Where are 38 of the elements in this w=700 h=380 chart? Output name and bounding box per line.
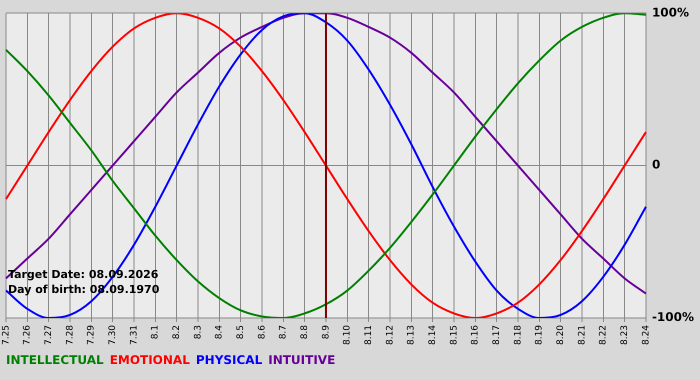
x-tick-label: 8.24 [641,324,652,346]
x-tick-label: 7.28 [65,324,76,346]
x-tick-label: 8.23 [620,324,630,346]
text: INTUITIVE [268,353,336,367]
x-tick-label: 7.31 [129,324,140,346]
x-tick-label: 7.27 [44,324,54,346]
x-tick-label: 8.11 [364,324,374,346]
x-tick-label: 8.7 [278,324,289,340]
x-tick-label: 7.25 [1,324,12,346]
x-tick-label: 8.6 [257,324,268,340]
text: PHYSICAL [196,353,262,367]
x-tick-label: 8.22 [598,324,609,346]
x-tick-label: 8.16 [470,324,481,346]
x-tick-label: 7.26 [22,324,33,346]
x-tick-label: 8.19 [534,324,545,346]
x-tick-label: 8.9 [321,324,332,340]
text: EMOTIONAL [110,353,190,367]
x-tick-label: 8.4 [214,324,225,340]
y-tick-label: 100% [652,5,690,20]
text: INTELLECTUAL [6,353,104,367]
x-tick-label: 8.14 [428,324,438,346]
x-tick-label: 8.13 [406,324,417,346]
x-tick-label: 8.8 [300,324,310,340]
x-tick-label: 8.3 [193,324,204,340]
x-tick-label: 8.1 [150,324,161,340]
x-tick-label: 8.21 [577,324,588,346]
x-tick-label: 8.5 [236,324,246,340]
y-tick-label: -100% [652,310,694,324]
x-tick-label: 8.15 [449,324,460,346]
x-tick-label: 8.18 [513,324,524,346]
x-tick-label: 7.30 [108,324,118,346]
x-tick-label: 8.17 [492,324,502,346]
x-tick-label: 8.10 [342,324,353,346]
x-tick-label: 8.2 [172,324,182,340]
x-tick-label: 8.12 [385,324,396,346]
x-tick-label: 8.20 [556,324,566,346]
x-tick-label: 7.29 [86,324,97,346]
y-tick-label: 0 [652,158,660,172]
